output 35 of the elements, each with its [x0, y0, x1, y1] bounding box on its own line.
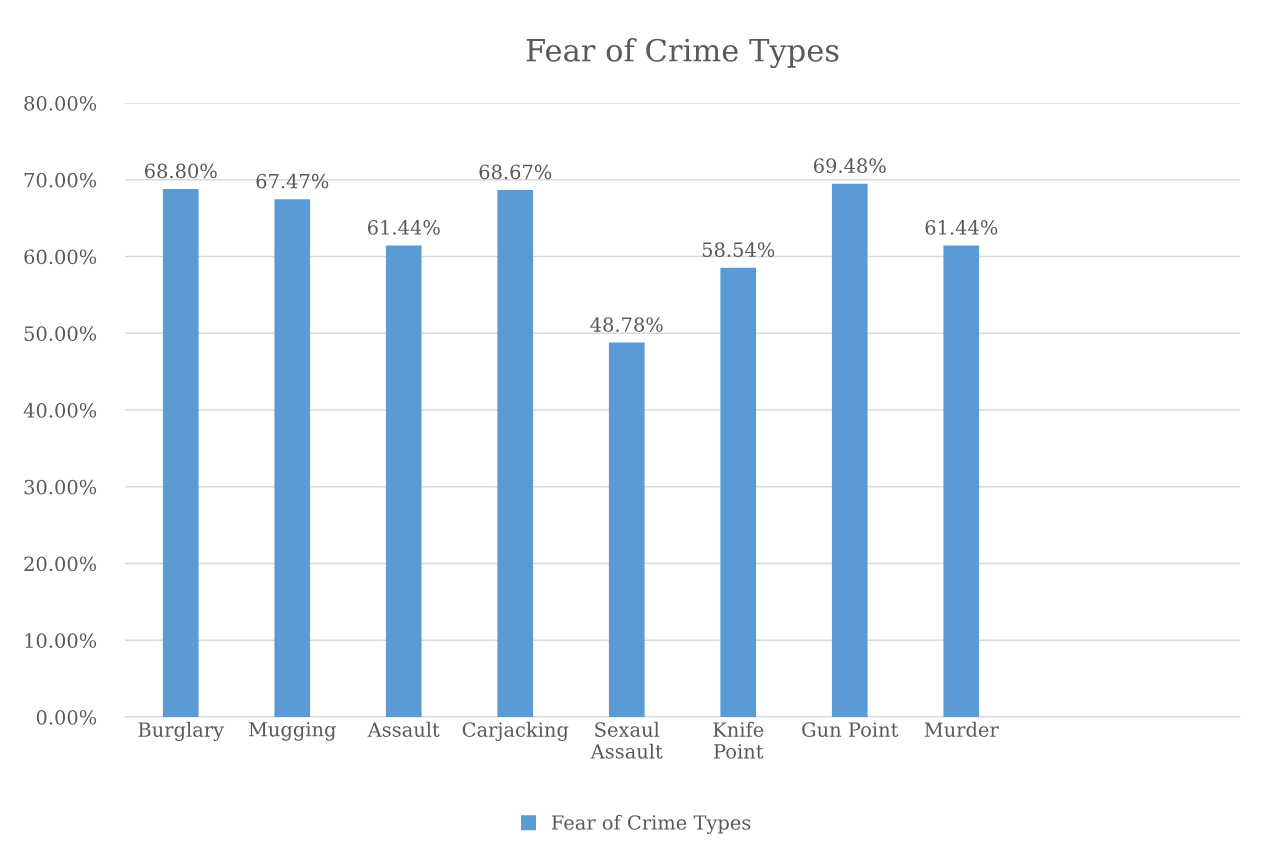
chart-title: Fear of Crime Types: [526, 38, 839, 69]
y-tick-label: 70.00%: [24, 172, 97, 188]
bar: [831, 183, 868, 717]
bar: [385, 245, 422, 717]
y-tick-label: 30.00%: [24, 479, 97, 495]
data-label: 68.80%: [144, 163, 217, 179]
x-tick-label: Murder: [924, 721, 999, 737]
data-label: 48.78%: [590, 317, 663, 332]
data-label: 67.47%: [256, 173, 329, 189]
y-tick-label: 0.00%: [36, 709, 97, 725]
x-tick-label: Carjacking: [462, 721, 569, 741]
bar: [497, 189, 534, 717]
data-label: 61.44%: [925, 220, 998, 235]
y-tick-label: 40.00%: [23, 402, 97, 418]
bar: [943, 245, 980, 717]
data-label: 61.44%: [367, 220, 440, 235]
bar: [720, 267, 757, 717]
bar: [608, 342, 645, 717]
y-tick-label: 80.00%: [24, 95, 97, 111]
x-tick-label: Mugging: [248, 722, 336, 741]
data-label: 68.67%: [479, 164, 552, 180]
bar: [274, 199, 311, 717]
y-tick-label: 60.00%: [24, 249, 97, 265]
x-tick-label: Gun Point: [802, 722, 899, 737]
x-tick-label: Sexaul Assault: [590, 721, 663, 759]
x-tick-label: Assault: [367, 721, 440, 737]
y-tick-label: 10.00%: [25, 633, 97, 648]
bar: [162, 188, 199, 717]
x-tick-label: Burglary: [138, 721, 225, 741]
data-label: 58.54%: [702, 242, 775, 257]
x-tick-label: Knife Point: [713, 721, 764, 759]
legend-label: Fear of Crime Types: [551, 814, 751, 834]
data-label: 69.48%: [813, 158, 886, 174]
y-tick-label: 50.00%: [24, 326, 97, 341]
y-tick-label: 20.00%: [24, 556, 97, 572]
